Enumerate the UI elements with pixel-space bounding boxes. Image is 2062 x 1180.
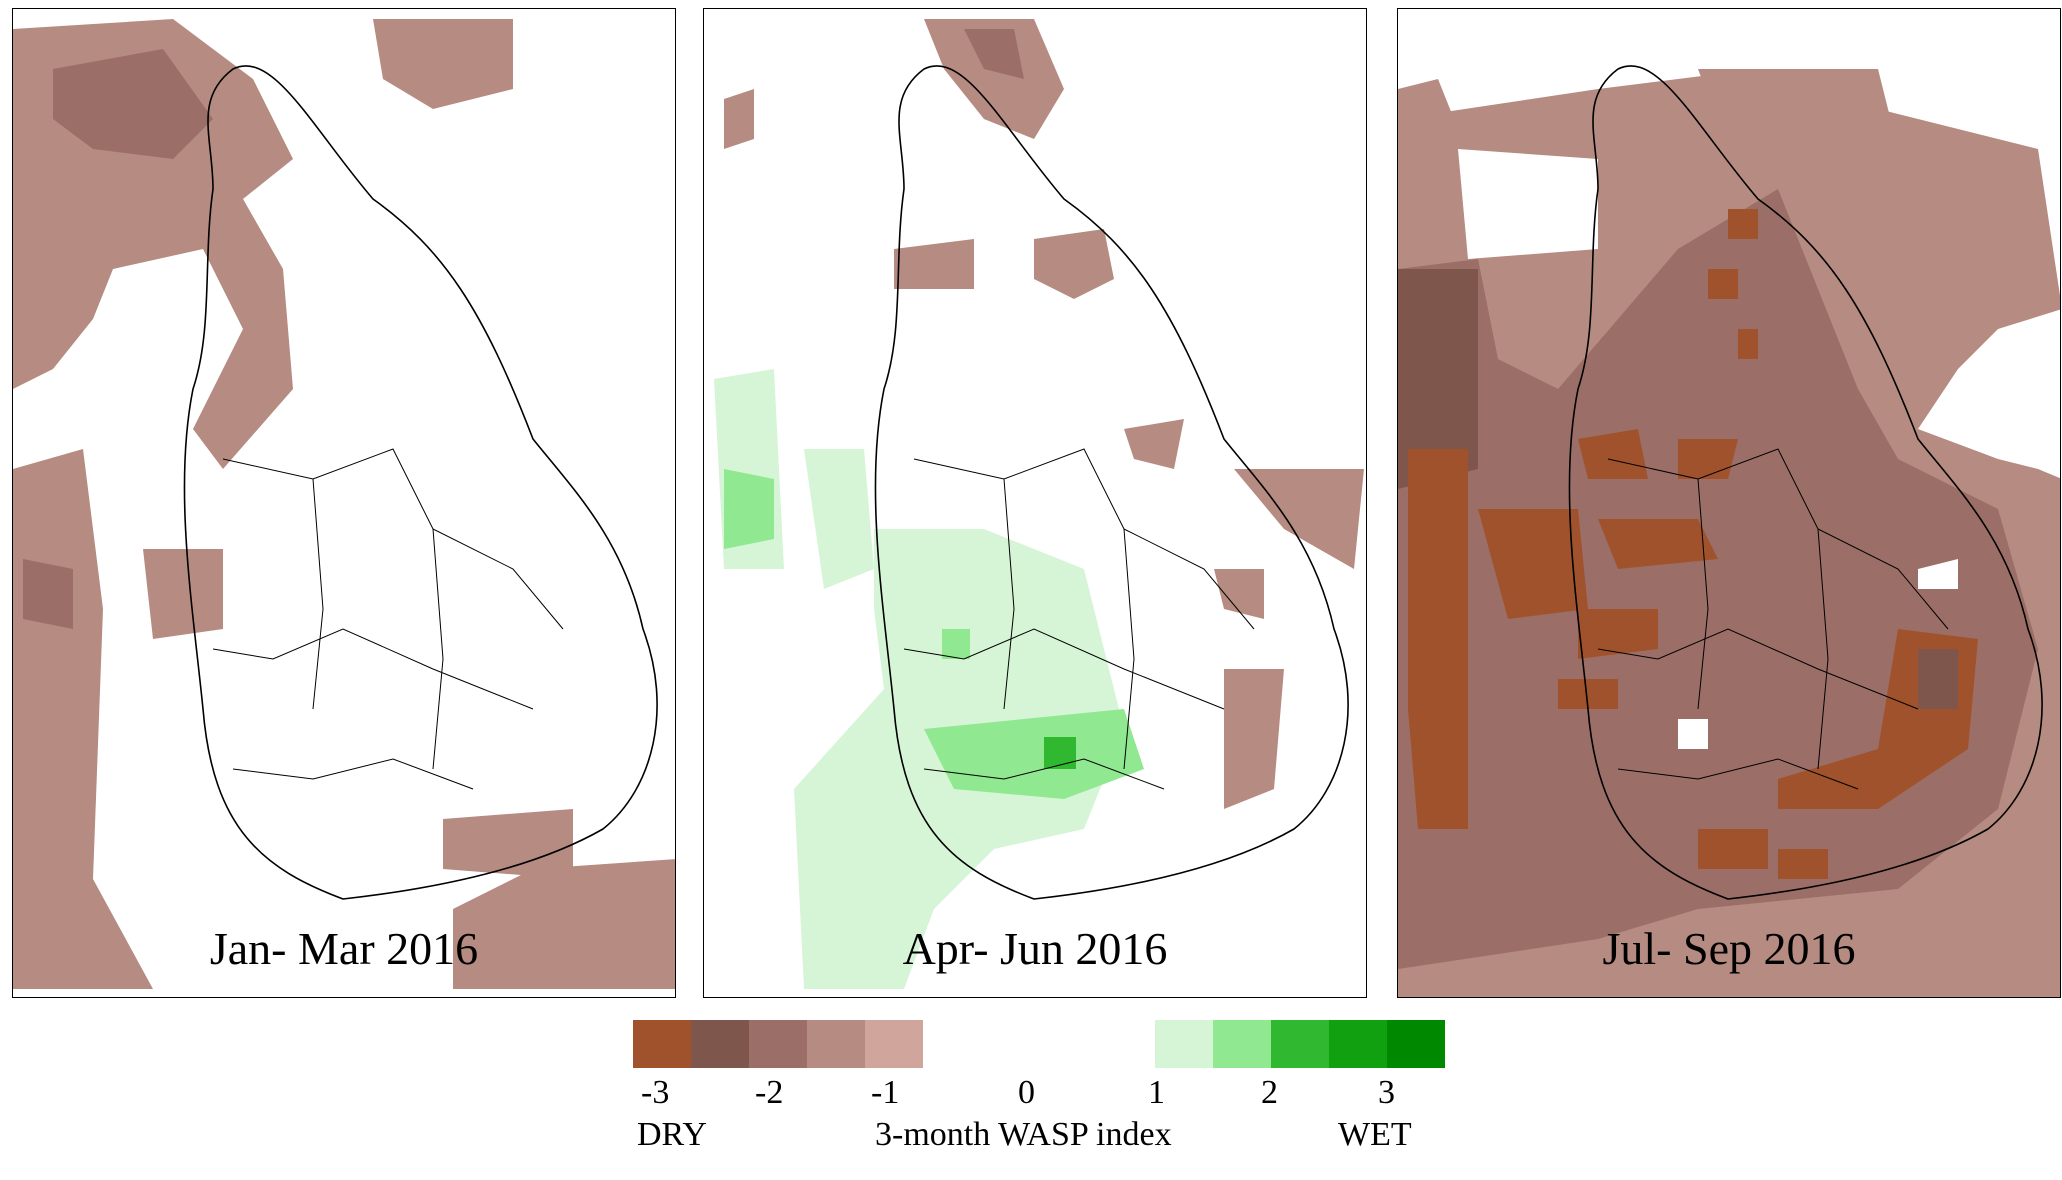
map-apr-jun (714, 19, 1364, 989)
legend-swatch-dry-4 (807, 1020, 865, 1068)
legend-swatch-dry-5 (865, 1020, 923, 1068)
legend-wet-label: WET (1338, 1116, 1412, 1153)
island-outline (874, 65, 1349, 900)
legend-swatch-wet-1 (1155, 1020, 1213, 1068)
legend-tick: -2 (755, 1074, 784, 1111)
map-panel-apr-jun: Apr- Jun 2016 (703, 8, 1367, 998)
panel-title: Apr- Jun 2016 (902, 923, 1168, 974)
island-outline (1568, 65, 2043, 900)
legend-tick: 3 (1378, 1074, 1395, 1111)
legend-swatch-wet-4 (1329, 1020, 1387, 1068)
legend-swatch-dry-2 (691, 1020, 749, 1068)
legend-swatch-dry-3 (749, 1020, 807, 1068)
legend-swatch-wet-5 (1387, 1020, 1445, 1068)
legend: -3 -2 -1 0 1 2 3 DRY 3-month WASP index … (633, 1020, 1453, 1170)
legend-swatch-dry-1 (633, 1020, 691, 1068)
legend-tick: -1 (871, 1074, 900, 1111)
dry-anomaly-areas (13, 19, 675, 989)
legend-tick: 1 (1148, 1074, 1165, 1111)
dry-anomaly-areas (724, 19, 1364, 809)
map-jan-mar (13, 19, 675, 989)
legend-tick: 2 (1261, 1074, 1278, 1111)
wet-anomaly-areas (714, 369, 1144, 989)
legend-swatch-wet-2 (1213, 1020, 1271, 1068)
legend-dry-label: DRY (637, 1116, 707, 1153)
map-jul-sep (1398, 65, 2060, 997)
panel-title: Jul- Sep 2016 (1602, 923, 1856, 974)
map-panel-jul-sep: Jul- Sep 2016 (1397, 8, 2061, 998)
legend-tick: -3 (641, 1074, 670, 1111)
legend-swatch-wet-3 (1271, 1020, 1329, 1068)
dry-anomaly-areas (1398, 69, 2060, 997)
legend-tick: 0 (1018, 1074, 1035, 1111)
island-outline (183, 65, 658, 900)
map-panel-jan-mar: Jan- Mar 2016 (12, 8, 676, 998)
panel-title: Jan- Mar 2016 (209, 923, 479, 974)
legend-index-label: 3-month WASP index (875, 1116, 1172, 1153)
